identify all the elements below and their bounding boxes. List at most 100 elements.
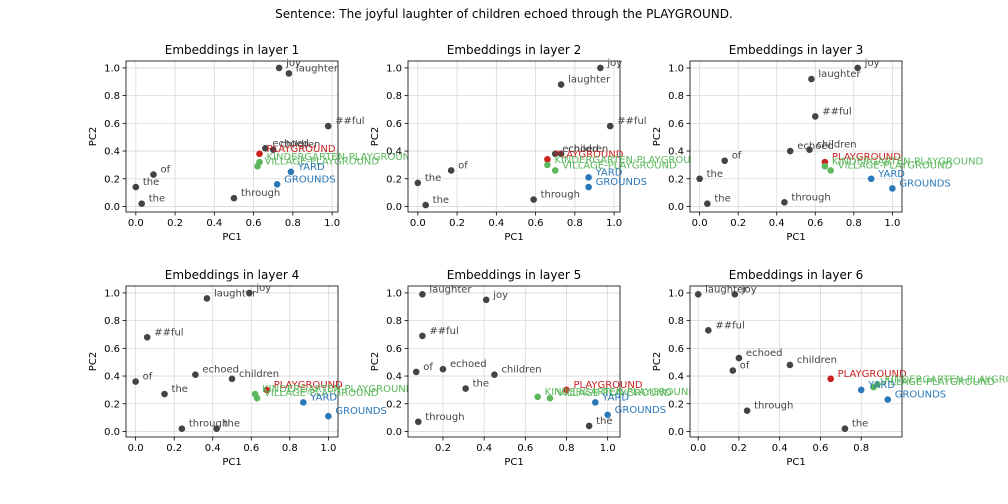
data-point xyxy=(412,368,420,376)
point-label: echoed xyxy=(450,359,487,370)
x-tick-label: 1.0 xyxy=(884,218,900,229)
data-point xyxy=(530,196,537,203)
point-label: KINDERGARTEN-PLAYGROUND xyxy=(554,155,706,166)
point-label: PLAYGROUND xyxy=(554,149,623,160)
data-point xyxy=(132,378,139,385)
point-label: joy xyxy=(285,58,301,69)
data-point xyxy=(422,201,429,209)
data-point xyxy=(544,156,551,163)
data-point xyxy=(694,291,702,298)
panel-title: Embeddings in layer 2 xyxy=(447,43,581,57)
panel-title: Embeddings in layer 4 xyxy=(165,268,299,282)
y-tick-label: 1.0 xyxy=(386,288,402,299)
chart-panel-3: 0.0 0.2 0.4 0.6 0.8 1.0 0.0 0.2 0.4 0.6 0.8 1.0 Embe… xyxy=(652,43,984,243)
y-tick-label: 0.2 xyxy=(668,399,684,410)
data-point xyxy=(324,122,332,130)
data-point xyxy=(256,150,263,158)
data-point xyxy=(419,291,426,298)
point-label: the xyxy=(149,194,165,205)
point-label: the xyxy=(852,419,868,430)
data-point xyxy=(592,399,599,406)
data-point xyxy=(585,422,593,430)
data-point xyxy=(285,70,293,77)
y-tick-label: 0.6 xyxy=(668,119,684,130)
x-axis-label: PC1 xyxy=(222,457,241,468)
data-point xyxy=(269,146,277,153)
data-point xyxy=(275,64,283,72)
point-label: YARD xyxy=(309,392,337,403)
point-label: children xyxy=(797,355,837,366)
x-tick-label: 0.6 xyxy=(528,218,544,229)
x-axis-label: PC1 xyxy=(504,232,523,243)
point-label: VILLAGE-PLAYGROUND xyxy=(265,156,380,167)
point-label: the xyxy=(473,379,489,390)
point-label: PLAYGROUND xyxy=(573,380,642,391)
point-label: through xyxy=(189,419,228,430)
data-point xyxy=(729,367,737,374)
data-point xyxy=(228,375,236,383)
data-point xyxy=(544,161,551,169)
point-label: VILLAGE-PLAYGROUND xyxy=(562,160,677,171)
point-label: YARD xyxy=(297,162,325,173)
x-tick-label: 0.8 xyxy=(282,443,298,454)
data-point xyxy=(263,386,270,394)
point-label: GROUNDS xyxy=(895,390,946,401)
data-point xyxy=(735,354,743,362)
data-point xyxy=(704,200,711,207)
plot-area xyxy=(126,286,338,437)
y-tick-label: 1.0 xyxy=(668,63,684,74)
y-tick-label: 0.6 xyxy=(386,119,402,130)
point-label: echoed xyxy=(797,141,834,152)
panel-title: Embeddings in layer 3 xyxy=(729,43,863,57)
chart-panel-4: 0.0 0.2 0.4 0.6 0.8 1.0 0.0 0.2 0.4 0.6 0.8 1.0 Embe… xyxy=(88,268,414,468)
data-point xyxy=(253,394,261,402)
y-tick-label: 0.4 xyxy=(386,372,402,383)
y-tick-label: 0.8 xyxy=(668,91,684,102)
data-point xyxy=(557,81,565,88)
plot-area xyxy=(408,61,620,212)
y-tick-label: 0.6 xyxy=(104,119,120,130)
data-point xyxy=(585,174,592,181)
x-tick-label: 0.6 xyxy=(813,443,829,454)
x-tick-label: 1.0 xyxy=(600,443,616,454)
point-label: children xyxy=(239,369,279,380)
data-point xyxy=(161,390,168,398)
data-point xyxy=(273,180,281,188)
point-label: YARD xyxy=(595,167,623,178)
data-point xyxy=(867,175,875,183)
data-point xyxy=(143,333,151,341)
y-tick-label: 0.4 xyxy=(668,372,684,383)
data-point xyxy=(821,162,829,170)
data-point xyxy=(132,183,140,191)
data-point xyxy=(246,289,253,297)
point-label: the xyxy=(433,195,449,206)
y-tick-label: 0.8 xyxy=(104,316,120,327)
point-label: KINDERGARTEN-PLAYGROUND xyxy=(266,152,418,163)
point-label: YARD xyxy=(877,169,905,180)
point-label: the xyxy=(172,384,188,395)
point-label: ##ful xyxy=(822,106,851,117)
data-point xyxy=(884,396,892,403)
data-point xyxy=(213,425,220,432)
x-axis-label: PC1 xyxy=(504,457,523,468)
y-axis-label: PC2 xyxy=(652,352,663,371)
y-tick-label: 0.0 xyxy=(386,427,402,438)
point-label: PLAYGROUND xyxy=(274,380,343,391)
x-tick-label: 0.0 xyxy=(410,218,426,229)
point-label: of xyxy=(740,361,750,372)
data-point xyxy=(721,157,728,165)
point-label: ##ful xyxy=(154,327,183,338)
y-tick-label: 0.4 xyxy=(104,147,120,158)
data-point xyxy=(414,179,422,187)
data-point xyxy=(546,394,554,402)
x-tick-label: 0.0 xyxy=(128,218,144,229)
data-point xyxy=(419,332,426,340)
x-tick-label: 0.2 xyxy=(435,443,451,454)
point-label: children xyxy=(568,144,608,155)
y-tick-label: 0.6 xyxy=(668,344,684,355)
x-tick-label: 0.4 xyxy=(772,443,788,454)
point-label: the xyxy=(596,416,612,427)
x-tick-label: 1.0 xyxy=(606,218,622,229)
y-tick-label: 0.4 xyxy=(668,147,684,158)
